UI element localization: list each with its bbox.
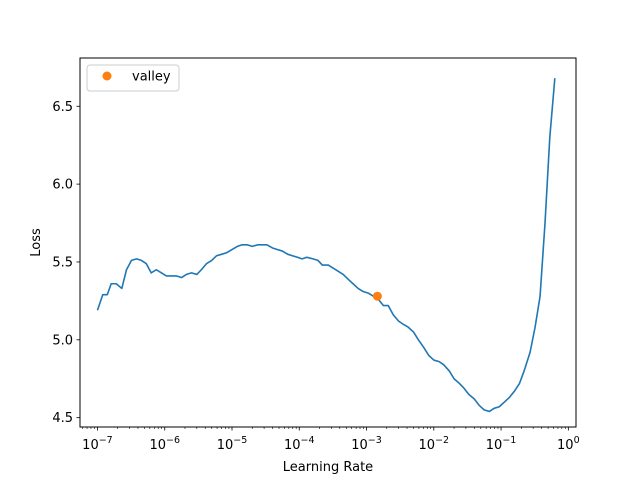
y-tick-label: 4.5 — [52, 411, 73, 426]
legend-valley-label: valley — [132, 70, 171, 85]
legend-valley-marker — [102, 71, 112, 81]
plot-area — [96, 78, 556, 413]
y-axis-ticks: 4.5 5.0 5.5 6.0 6.5 — [52, 100, 80, 426]
y-axis-label: Loss — [29, 228, 44, 257]
loss-line — [96, 78, 556, 413]
axes-frame — [79, 57, 577, 428]
x-tick-label: 10−2 — [419, 435, 450, 453]
x-axis-label: Learning Rate — [283, 460, 373, 475]
legend-box — [86, 64, 180, 92]
x-tick-label: 10−7 — [82, 435, 113, 453]
y-tick-label: 6.0 — [52, 178, 73, 193]
x-tick-label: 10−4 — [284, 435, 315, 453]
x-axis-ticks: 10−7 10−6 10−5 10−4 10−3 10−2 10−1 100 — [82, 427, 580, 453]
x-tick-label: 100 — [557, 435, 580, 453]
legend: valley — [86, 64, 180, 92]
y-tick-label: 5.5 — [52, 255, 73, 270]
x-tick-label: 10−5 — [217, 435, 248, 453]
x-tick-label: 10−1 — [486, 435, 517, 453]
y-tick-label: 5.0 — [52, 333, 73, 348]
valley-point — [372, 291, 382, 301]
x-tick-label: 10−6 — [149, 435, 180, 453]
x-tick-label: 10−3 — [351, 435, 382, 453]
y-tick-label: 6.5 — [52, 100, 73, 115]
